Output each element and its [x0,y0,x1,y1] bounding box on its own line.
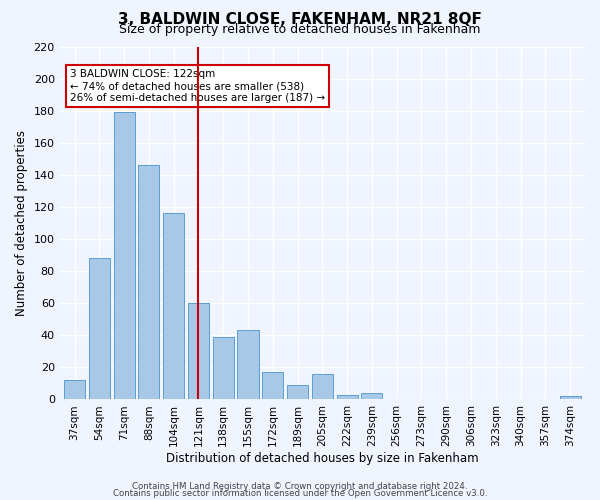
Bar [312,374,333,400]
Bar [361,393,382,400]
Bar [238,330,259,400]
Bar [287,385,308,400]
Text: Contains public sector information licensed under the Open Government Licence v3: Contains public sector information licen… [113,488,487,498]
Text: 3 BALDWIN CLOSE: 122sqm
← 74% of detached houses are smaller (538)
26% of semi-d: 3 BALDWIN CLOSE: 122sqm ← 74% of detache… [70,70,325,102]
Bar [560,396,581,400]
Bar [212,337,234,400]
Bar [262,372,283,400]
X-axis label: Distribution of detached houses by size in Fakenham: Distribution of detached houses by size … [166,452,479,465]
Bar [113,112,134,400]
Text: Contains HM Land Registry data © Crown copyright and database right 2024.: Contains HM Land Registry data © Crown c… [132,482,468,491]
Y-axis label: Number of detached properties: Number of detached properties [15,130,28,316]
Bar [139,165,160,400]
Bar [89,258,110,400]
Bar [337,394,358,400]
Text: Size of property relative to detached houses in Fakenham: Size of property relative to detached ho… [119,22,481,36]
Bar [64,380,85,400]
Bar [188,303,209,400]
Bar [163,214,184,400]
Text: 3, BALDWIN CLOSE, FAKENHAM, NR21 8QF: 3, BALDWIN CLOSE, FAKENHAM, NR21 8QF [118,12,482,28]
